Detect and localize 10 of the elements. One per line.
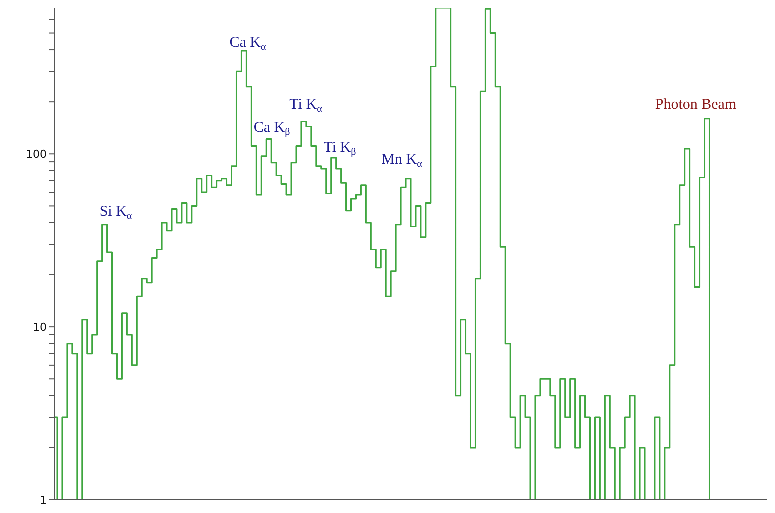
annotation: Ca K$_{β}$ — [254, 120, 290, 138]
y-tick-label: 100 — [26, 148, 47, 162]
y-tick-label: 10 — [33, 320, 47, 334]
annotation: Ti K$_{α}$ — [290, 97, 324, 115]
annotation: Ti K$_{β}$ — [324, 140, 356, 158]
annotation: Ca K$_{α}$ — [230, 35, 267, 53]
annotation: Mn K$_{α}$ — [382, 152, 424, 170]
annotation: Si K$_{α}$ — [100, 204, 133, 222]
annotation: Photon Beam — [655, 97, 737, 113]
y-tick-label: 1 — [40, 494, 47, 507]
